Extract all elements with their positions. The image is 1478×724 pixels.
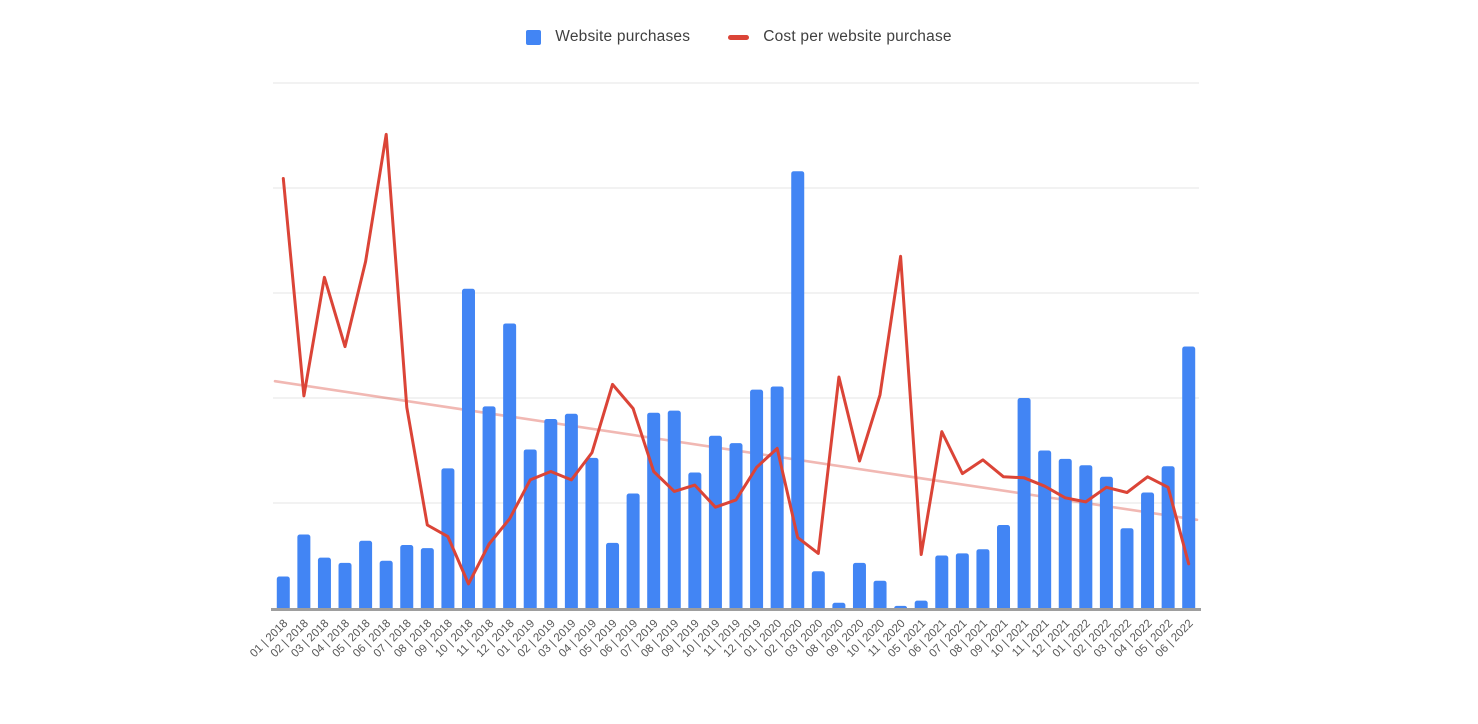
legend-swatch-website-purchases [526, 29, 542, 45]
bar-website-purchases[interactable] [503, 323, 517, 611]
bar-website-purchases[interactable] [935, 555, 949, 612]
legend-swatch-cost-per-purchase [728, 34, 750, 40]
bar-website-purchases[interactable] [1038, 450, 1052, 612]
bar-website-purchases[interactable] [873, 580, 887, 611]
bar-website-purchases[interactable] [1120, 528, 1134, 611]
bar-website-purchases[interactable] [688, 472, 702, 611]
legend-label-website-purchases: Website purchases [555, 28, 691, 45]
bar-website-purchases[interactable] [626, 493, 640, 611]
bar-website-purchases[interactable] [1182, 346, 1196, 611]
bar-website-purchases[interactable] [729, 443, 743, 611]
bar-website-purchases[interactable] [544, 419, 558, 611]
bar-website-purchases[interactable] [750, 389, 764, 611]
bar-website-purchases[interactable] [606, 542, 620, 611]
chart-legend: Website purchases Cost per website purch… [0, 28, 1478, 46]
bar-website-purchases[interactable] [955, 553, 969, 611]
bar-website-purchases[interactable] [1141, 492, 1155, 612]
bar-website-purchases[interactable] [523, 449, 537, 611]
bar-website-purchases[interactable] [997, 525, 1011, 611]
bar-website-purchases[interactable] [482, 406, 496, 611]
bar-website-purchases[interactable] [1099, 476, 1113, 611]
bar-website-purchases[interactable] [297, 534, 311, 612]
bar-website-purchases[interactable] [976, 549, 990, 611]
bar-website-purchases[interactable] [852, 562, 866, 611]
bar-website-purchases[interactable] [791, 171, 805, 611]
bar-website-purchases[interactable] [811, 571, 825, 611]
bar-website-purchases[interactable] [317, 557, 331, 611]
bar-website-purchases[interactable] [1058, 458, 1072, 611]
bar-website-purchases[interactable] [770, 386, 784, 611]
bar-website-purchases[interactable] [400, 545, 414, 611]
bar-website-purchases[interactable] [1079, 465, 1093, 611]
bar-website-purchases[interactable] [359, 540, 373, 611]
bar-website-purchases[interactable] [276, 576, 290, 612]
bar-website-purchases[interactable] [585, 457, 599, 611]
bar-website-purchases[interactable] [667, 410, 681, 611]
legend-item-website-purchases: Website purchases [526, 28, 690, 46]
bar-website-purchases[interactable] [708, 435, 722, 611]
cost-per-purchase-line[interactable] [281, 132, 1191, 586]
bar-website-purchases[interactable] [564, 413, 578, 611]
bar-website-purchases[interactable] [1017, 398, 1031, 611]
legend-item-cost-per-purchase: Cost per website purchase [728, 28, 952, 46]
bar-website-purchases[interactable] [647, 412, 661, 611]
bar-website-purchases[interactable] [338, 562, 352, 611]
bar-website-purchases[interactable] [379, 560, 393, 611]
bar-website-purchases[interactable] [461, 288, 475, 611]
bar-website-purchases[interactable] [420, 548, 434, 611]
legend-label-cost-per-purchase: Cost per website purchase [763, 28, 952, 45]
